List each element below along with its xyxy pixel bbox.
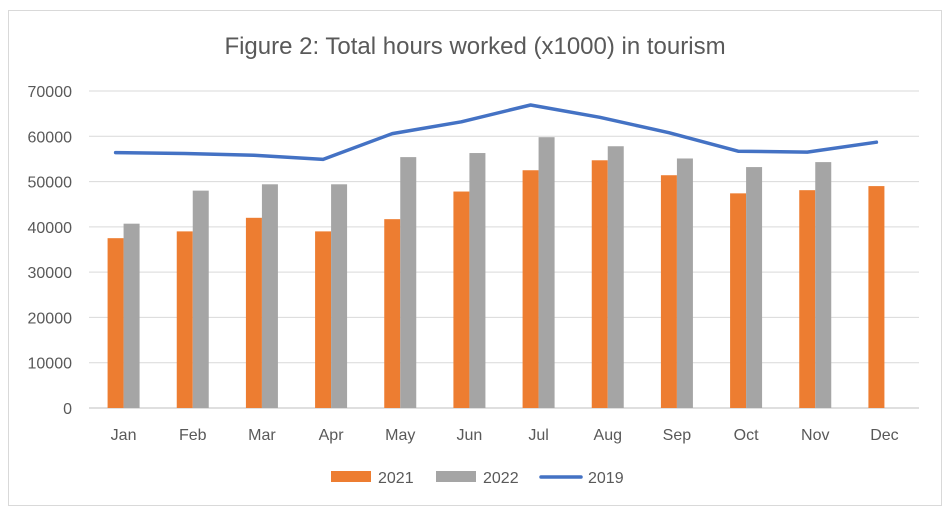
bar-2022-feb: [192, 190, 209, 408]
y-tick-label: 40000: [28, 220, 73, 237]
bar-2021-apr: [315, 231, 332, 408]
x-tick-label: Aug: [594, 427, 622, 444]
bar-2021-may: [384, 219, 401, 408]
x-axis-ticks: Jan Feb Mar Apr May Jun Jul Aug Sep Oct Nov Dec: [111, 427, 899, 444]
x-tick-label: Mar: [248, 427, 276, 444]
x-tick-label: Feb: [179, 427, 207, 444]
line-series: [113, 103, 879, 162]
bar-2021-sep: [660, 175, 677, 408]
bar-2022-jan: [123, 223, 140, 408]
legend-swatch-2022: [436, 471, 476, 482]
bar-2022-jun: [469, 153, 486, 408]
x-tick-label: May: [385, 427, 415, 444]
bar-2021-mar: [245, 217, 262, 408]
x-tick-label: Jun: [457, 427, 483, 444]
bars: [107, 137, 885, 409]
bar-2022-aug: [607, 146, 624, 408]
chart-title: Figure 2: Total hours worked (x1000) in …: [224, 33, 725, 60]
y-tick-label: 0: [63, 401, 72, 418]
x-tick-label: Nov: [801, 427, 829, 444]
legend-label-2019: 2019: [588, 470, 624, 487]
y-tick-label: 10000: [28, 356, 73, 373]
legend-label-2021: 2021: [378, 470, 414, 487]
legend-swatch-2021: [331, 471, 371, 482]
x-tick-label: Apr: [319, 427, 345, 444]
y-tick-label: 70000: [28, 84, 73, 101]
bar-2021-aug: [591, 160, 608, 408]
x-tick-label: Dec: [870, 427, 898, 444]
y-tick-label: 30000: [28, 265, 73, 282]
gridlines: [89, 90, 919, 409]
y-tick-label: 20000: [28, 310, 73, 327]
bar-2021-oct: [730, 193, 747, 408]
bar-2021-nov: [799, 190, 816, 408]
y-tick-label: 50000: [28, 175, 73, 192]
bar-2022-sep: [676, 158, 693, 408]
legend-label-2022: 2022: [483, 470, 519, 487]
line-2019: [113, 103, 879, 162]
bar-2022-may: [400, 157, 417, 408]
bar-2022-mar: [261, 184, 278, 408]
bar-2021-jul: [522, 170, 539, 408]
bar-2021-feb: [176, 231, 193, 408]
bar-2021-jun: [453, 191, 470, 408]
bar-2021-dec: [868, 186, 885, 408]
legend: 2021 2022 2019: [331, 470, 624, 487]
bar-2022-nov: [815, 162, 832, 408]
y-tick-label: 60000: [28, 129, 73, 146]
bar-2022-jul: [538, 137, 555, 409]
x-tick-label: Sep: [663, 427, 692, 444]
y-axis-ticks: 0 10000 20000 30000 40000 50000 60000 70000: [28, 84, 73, 418]
x-tick-label: Jan: [111, 427, 137, 444]
x-tick-label: Oct: [734, 427, 759, 444]
bar-2022-apr: [331, 184, 348, 408]
bar-2022-oct: [746, 167, 763, 408]
bar-2021-jan: [107, 238, 124, 408]
x-tick-label: Jul: [528, 427, 548, 444]
